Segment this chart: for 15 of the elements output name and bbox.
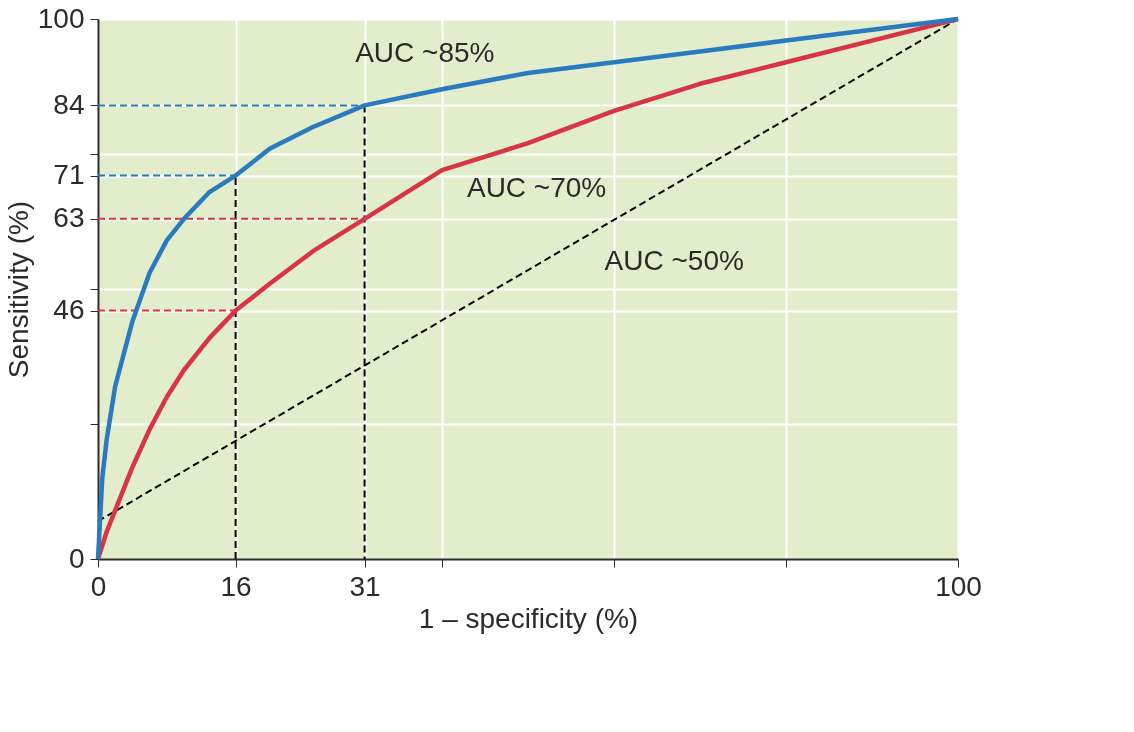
x-tick-label: 16 — [220, 570, 252, 602]
y-tick-label: 46 — [53, 294, 85, 326]
annotation: AUC ~85% — [355, 37, 495, 69]
y-tick-label: 100 — [37, 2, 85, 34]
x-tick-label: 0 — [90, 570, 107, 602]
annotation: AUC ~70% — [466, 172, 607, 204]
annotation: AUC ~50% — [604, 245, 744, 276]
y-tick-label: 63 — [53, 202, 85, 234]
y-tick-label: 0 — [68, 542, 85, 574]
y-axis-title: Sensitivity (%) — [2, 200, 34, 379]
x-tick-label: 100 — [935, 570, 982, 602]
y-tick-label: 84 — [53, 88, 85, 120]
x-tick-label: 31 — [349, 570, 381, 602]
y-tick-label: 71 — [53, 159, 85, 191]
x-axis-title: 1 – specificity (%) — [418, 602, 639, 634]
